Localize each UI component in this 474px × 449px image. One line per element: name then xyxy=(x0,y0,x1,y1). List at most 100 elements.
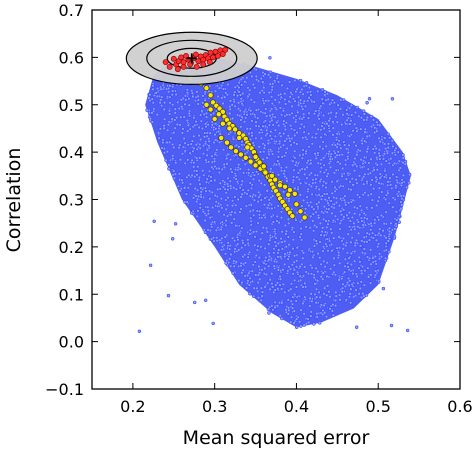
blue-point xyxy=(311,255,315,259)
yellow-point xyxy=(232,126,239,133)
blue-point xyxy=(167,120,172,124)
blue-point xyxy=(288,267,293,271)
blue-point xyxy=(273,232,278,236)
blue-point xyxy=(279,236,283,241)
blue-point xyxy=(396,150,400,154)
blue-point xyxy=(207,189,212,193)
blue-point xyxy=(216,187,220,192)
blue-point xyxy=(252,100,257,104)
blue-point xyxy=(310,135,315,140)
blue-point xyxy=(172,169,176,173)
blue-point xyxy=(186,143,190,147)
blue-point xyxy=(332,202,336,207)
blue-point xyxy=(322,217,326,222)
blue-point xyxy=(291,159,295,163)
blue-point xyxy=(302,124,306,129)
blue-point xyxy=(262,203,267,207)
blue-point xyxy=(251,177,256,181)
red-point xyxy=(215,53,221,59)
yellow-point xyxy=(252,162,259,169)
y-tick-label: 0.5 xyxy=(59,96,84,115)
blue-point xyxy=(219,227,223,232)
blue-point xyxy=(274,107,279,112)
blue-point xyxy=(298,264,302,269)
blue-point xyxy=(266,307,271,311)
blue-point xyxy=(314,156,318,161)
blue-point xyxy=(238,210,242,214)
blue-point xyxy=(273,134,278,139)
blue-point xyxy=(164,158,168,163)
blue-point xyxy=(309,171,313,175)
blue-point xyxy=(151,83,155,88)
blue-point xyxy=(268,278,272,282)
blue-point xyxy=(352,169,357,173)
blue-point xyxy=(159,103,164,108)
blue-point xyxy=(373,151,377,155)
blue-point xyxy=(284,308,288,312)
blue-point xyxy=(225,162,229,166)
blue-point xyxy=(186,123,191,128)
blue-point xyxy=(376,268,380,273)
red-point xyxy=(180,63,187,70)
blue-point xyxy=(208,215,212,220)
blue-point xyxy=(317,216,321,220)
confidence-ellipse xyxy=(146,39,238,77)
blue-point xyxy=(259,198,263,202)
blue-point xyxy=(384,241,388,245)
blue-point xyxy=(173,107,178,111)
blue-point xyxy=(220,167,224,172)
blue-point xyxy=(386,239,390,243)
blue-point xyxy=(319,303,324,307)
blue-point xyxy=(266,98,271,103)
blue-point xyxy=(337,204,342,208)
blue-point xyxy=(388,183,393,187)
blue-point xyxy=(213,193,217,198)
blue-point xyxy=(177,146,181,150)
blue-point xyxy=(304,149,308,154)
blue-point xyxy=(294,285,299,289)
blue-point xyxy=(270,285,275,289)
blue-point xyxy=(376,199,380,203)
blue-point xyxy=(318,106,322,111)
blue-point xyxy=(342,215,346,219)
blue-point xyxy=(325,225,329,230)
blue-point xyxy=(375,155,379,160)
blue-point xyxy=(247,131,251,136)
blue-point xyxy=(184,192,189,196)
blue-point xyxy=(251,208,255,213)
blue-point xyxy=(267,90,271,95)
blue-point xyxy=(245,75,249,80)
blue-point xyxy=(185,175,189,180)
blue-point xyxy=(377,186,382,190)
blue-point xyxy=(335,120,339,124)
blue-point xyxy=(155,94,160,99)
blue-point xyxy=(360,239,364,243)
blue-point xyxy=(248,137,253,142)
blue-point xyxy=(223,235,228,239)
blue-point xyxy=(245,126,249,131)
blue-point xyxy=(351,183,355,187)
blue-point xyxy=(267,258,271,262)
blue-point xyxy=(336,160,340,164)
blue-point xyxy=(243,79,247,84)
blue-point xyxy=(244,116,248,120)
blue-point xyxy=(207,169,212,174)
blue-point xyxy=(381,228,385,233)
blue-point xyxy=(267,251,271,256)
blue-point xyxy=(269,137,274,141)
blue-point xyxy=(306,116,311,120)
blue-point xyxy=(324,168,328,172)
blue-point xyxy=(210,123,215,127)
blue-point xyxy=(334,290,338,295)
blue-point xyxy=(199,190,203,194)
blue-point xyxy=(168,101,172,105)
blue-point xyxy=(279,215,284,220)
blue-point xyxy=(185,88,190,92)
blue-point xyxy=(290,306,295,310)
blue-point xyxy=(260,268,264,272)
blue-point xyxy=(285,112,289,117)
blue-point xyxy=(338,221,342,226)
blue-point xyxy=(273,305,277,310)
blue-point xyxy=(386,145,390,150)
blue-point xyxy=(358,260,362,264)
